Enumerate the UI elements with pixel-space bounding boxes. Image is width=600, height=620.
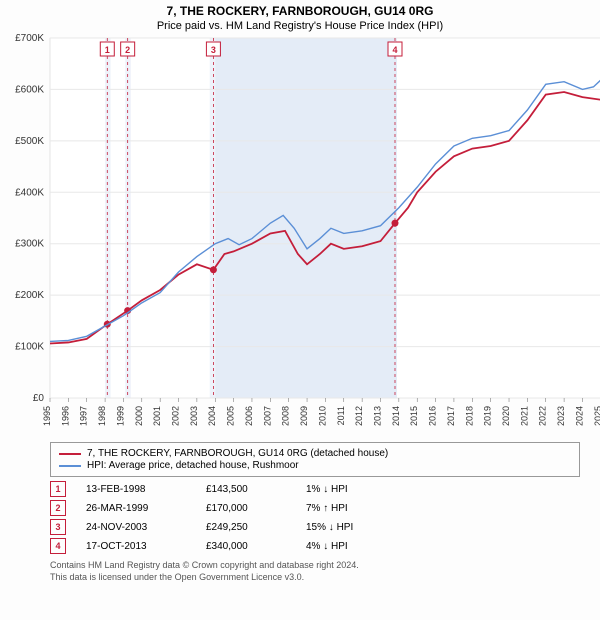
svg-text:2016: 2016 (428, 406, 438, 426)
svg-text:£0: £0 (33, 393, 45, 404)
svg-text:2020: 2020 (501, 406, 511, 426)
svg-text:2004: 2004 (207, 406, 217, 426)
transaction-hpi: 1% ↓ HPI (306, 484, 396, 495)
transaction-hpi: 15% ↓ HPI (306, 522, 396, 533)
legend-swatch (59, 453, 81, 455)
transaction-date: 17-OCT-2013 (86, 541, 186, 552)
svg-text:1997: 1997 (79, 406, 89, 426)
transaction-hpi: 7% ↑ HPI (306, 503, 396, 514)
svg-text:2000: 2000 (134, 406, 144, 426)
svg-text:2022: 2022 (538, 406, 548, 426)
svg-text:2002: 2002 (171, 406, 181, 426)
svg-text:2008: 2008 (281, 406, 291, 426)
svg-text:1996: 1996 (60, 406, 70, 426)
svg-text:2010: 2010 (317, 406, 327, 426)
transaction-row: 3 24-NOV-2003 £249,250 15% ↓ HPI (50, 519, 580, 535)
transaction-date: 24-NOV-2003 (86, 522, 186, 533)
svg-text:2: 2 (125, 45, 130, 55)
svg-text:2025: 2025 (593, 406, 600, 426)
svg-text:£200K: £200K (15, 290, 44, 301)
transaction-price: £170,000 (206, 503, 286, 514)
transaction-price: £340,000 (206, 541, 286, 552)
transaction-badge: 3 (50, 519, 66, 535)
footer: Contains HM Land Registry data © Crown c… (50, 560, 580, 583)
page-subtitle: Price paid vs. HM Land Registry's House … (0, 20, 600, 32)
price-chart: £0 £100K £200K £300K £400K £500K £600K £700K 199… (0, 32, 600, 438)
svg-text:2017: 2017 (446, 406, 456, 426)
transactions-table: 1 13-FEB-1998 £143,500 1% ↓ HPI 2 26-MAR-1999… (50, 481, 580, 554)
svg-text:2005: 2005 (226, 406, 236, 426)
transaction-price: £143,500 (206, 484, 286, 495)
footer-line1: Contains HM Land Registry data © Crown c… (50, 560, 580, 572)
legend-item: HPI: Average price, detached house, Rush… (59, 460, 571, 471)
page-title: 7, THE ROCKERY, FARNBOROUGH, GU14 0RG (0, 4, 600, 18)
transaction-row: 4 17-OCT-2013 £340,000 4% ↓ HPI (50, 538, 580, 554)
svg-text:2007: 2007 (262, 406, 272, 426)
transaction-badge: 1 (50, 481, 66, 497)
svg-text:2015: 2015 (409, 406, 419, 426)
svg-text:3: 3 (211, 45, 216, 55)
svg-text:1: 1 (105, 45, 110, 55)
svg-text:2003: 2003 (189, 406, 199, 426)
transaction-date: 26-MAR-1999 (86, 503, 186, 514)
legend-item: 7, THE ROCKERY, FARNBOROUGH, GU14 0RG (d… (59, 448, 571, 459)
svg-text:2006: 2006 (244, 406, 254, 426)
svg-text:2021: 2021 (519, 406, 529, 426)
legend-label: HPI: Average price, detached house, Rush… (87, 460, 299, 471)
svg-text:£700K: £700K (15, 33, 44, 44)
transaction-hpi: 4% ↓ HPI (306, 541, 396, 552)
svg-text:2009: 2009 (299, 406, 309, 426)
svg-text:2024: 2024 (574, 406, 584, 426)
legend-swatch (59, 465, 81, 467)
svg-text:1995: 1995 (42, 406, 52, 426)
transaction-price: £249,250 (206, 522, 286, 533)
transaction-date: 13-FEB-1998 (86, 484, 186, 495)
svg-text:2014: 2014 (391, 406, 401, 426)
legend-label: 7, THE ROCKERY, FARNBOROUGH, GU14 0RG (d… (87, 448, 388, 459)
transaction-row: 2 26-MAR-1999 £170,000 7% ↑ HPI (50, 500, 580, 516)
transaction-badge: 2 (50, 500, 66, 516)
svg-text:2012: 2012 (354, 406, 364, 426)
svg-text:2018: 2018 (464, 406, 474, 426)
svg-text:1998: 1998 (97, 406, 107, 426)
svg-text:2023: 2023 (556, 406, 566, 426)
svg-text:£500K: £500K (15, 136, 44, 147)
svg-text:2011: 2011 (336, 406, 346, 425)
transaction-badge: 4 (50, 538, 66, 554)
svg-text:2019: 2019 (483, 406, 493, 426)
footer-line2: This data is licensed under the Open Gov… (50, 572, 580, 584)
svg-text:4: 4 (392, 45, 397, 55)
svg-text:2013: 2013 (372, 406, 382, 426)
legend: 7, THE ROCKERY, FARNBOROUGH, GU14 0RG (d… (50, 442, 580, 477)
svg-text:£400K: £400K (15, 187, 44, 198)
transaction-row: 1 13-FEB-1998 £143,500 1% ↓ HPI (50, 481, 580, 497)
svg-text:2001: 2001 (152, 406, 162, 426)
svg-text:1999: 1999 (115, 406, 125, 426)
svg-text:£100K: £100K (15, 342, 44, 353)
svg-text:£300K: £300K (15, 239, 44, 250)
svg-text:£600K: £600K (15, 84, 44, 95)
